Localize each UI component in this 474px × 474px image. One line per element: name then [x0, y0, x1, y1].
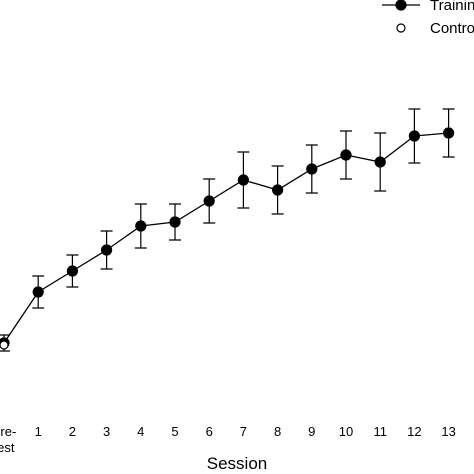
- marker: [408, 130, 420, 142]
- marker: [272, 184, 284, 196]
- marker: [0, 340, 9, 350]
- legend-marker: [395, 0, 407, 11]
- x-axis-label: Session: [206, 454, 268, 473]
- legend-marker: [396, 23, 406, 33]
- x-tick-label: 1: [34, 424, 42, 439]
- x-tick-label: 10: [338, 424, 354, 439]
- x-tick-label: 12: [407, 424, 422, 439]
- marker: [32, 286, 44, 298]
- marker: [203, 195, 215, 207]
- x-tick-label: 3: [102, 424, 111, 439]
- x-tick-label: 5: [171, 424, 179, 439]
- marker: [100, 244, 113, 256]
- x-tick-label: 7: [239, 424, 247, 439]
- legend-label: Control: [430, 20, 474, 37]
- marker: [135, 220, 147, 232]
- x-tick-label: Pre-test: [0, 424, 17, 455]
- marker: [66, 265, 79, 277]
- x-tick-label: 2: [68, 424, 76, 439]
- legend-label: Training: [430, 0, 474, 14]
- x-tick-label: 9: [308, 424, 316, 439]
- marker: [306, 163, 318, 175]
- marker: [237, 174, 249, 186]
- x-tick-label: 11: [373, 424, 387, 439]
- x-tick-label: 4: [137, 424, 145, 439]
- x-tick-label: 6: [205, 424, 213, 439]
- series-line: [3, 132, 449, 344]
- marker: [443, 127, 455, 139]
- marker: [340, 149, 352, 161]
- x-tick-label: 13: [441, 424, 456, 439]
- x-tick-label: 8: [273, 424, 282, 439]
- marker: [374, 156, 386, 168]
- marker: [169, 216, 181, 228]
